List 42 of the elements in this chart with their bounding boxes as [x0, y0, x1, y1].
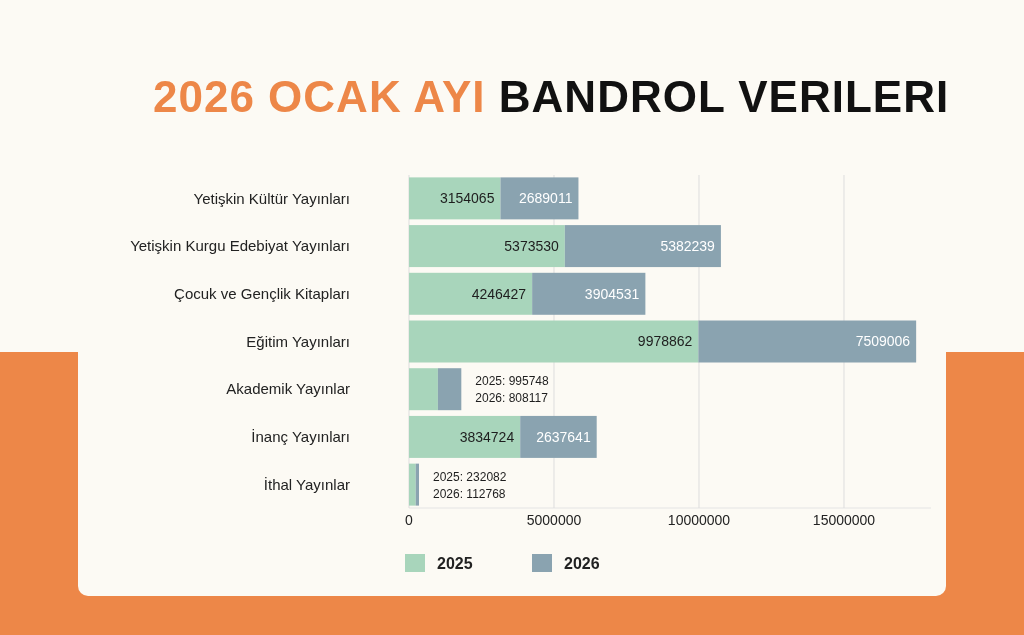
chart-title: 2026 OCAK AYI BANDROL VERILERI [153, 72, 950, 121]
y-tick-label: Çocuk ve Gençlik Kitapları [174, 285, 350, 303]
bar [520, 415, 597, 458]
bar [500, 177, 579, 220]
data-label: 5382239 [660, 237, 716, 254]
data-label: 2637641 [536, 428, 591, 445]
data-label: 4246427 [471, 285, 527, 302]
data-label: 9978862 [637, 333, 693, 350]
data-label: 5373530 [504, 237, 560, 254]
x-tick-label: 10000000 [667, 512, 731, 528]
bar [564, 225, 721, 268]
bar [409, 272, 533, 315]
data-label: 2689011 [518, 190, 573, 207]
y-tick-label: İnanç Yayınları [251, 428, 350, 446]
x-tick-label: 0 [405, 512, 414, 528]
data-label: 3904531 [584, 285, 640, 302]
bar [415, 463, 419, 506]
bar [437, 368, 462, 411]
data-label: 2026: 112768 [433, 486, 506, 501]
data-label: 2025: 995748 [475, 374, 550, 389]
bar [409, 225, 565, 268]
bar [409, 320, 699, 363]
bar [698, 320, 917, 363]
bar [409, 463, 416, 506]
bar [409, 177, 501, 220]
x-tick-label: 5000000 [526, 512, 582, 528]
legend-label: 2026 [564, 554, 600, 572]
bar [409, 368, 438, 411]
legend-label: 2025 [437, 554, 473, 572]
data-label: 3154065 [439, 190, 495, 207]
y-tick-label: Yetişkin Kültür Yayınları [193, 189, 350, 207]
x-tick-label: 15000000 [812, 512, 876, 528]
bar [409, 415, 521, 458]
y-tick-label: Akademik Yayınlar [226, 380, 350, 398]
data-label: 3834724 [459, 428, 515, 445]
data-label: 2025: 232082 [433, 469, 507, 484]
y-tick-label: İthal Yayınlar [263, 475, 350, 493]
y-tick-label: Yetişkin Kurgu Edebiyat Yayınları [130, 237, 350, 255]
bar [532, 272, 646, 315]
data-label: 2026: 808117 [475, 391, 549, 406]
data-label: 7509006 [855, 333, 911, 350]
y-tick-label: Eğitim Yayınları [246, 332, 350, 350]
